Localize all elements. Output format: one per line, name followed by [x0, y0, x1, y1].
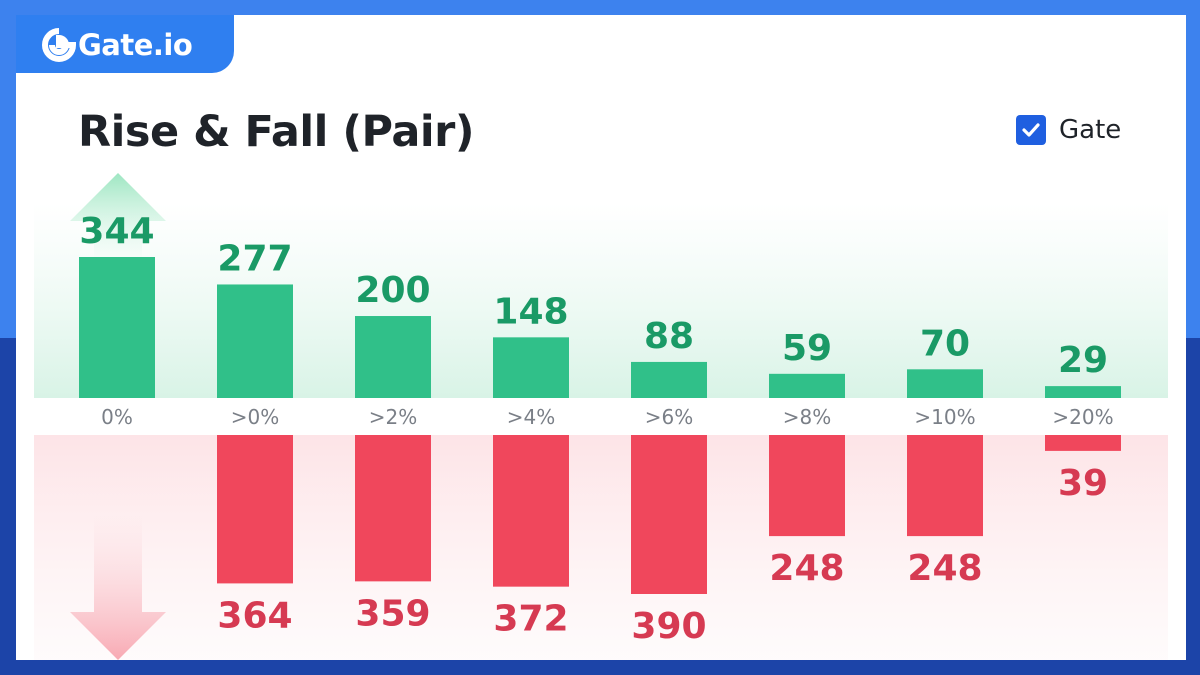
rise-bar [493, 337, 569, 398]
fall-bar [1045, 435, 1121, 451]
fall-value-label: 372 [493, 599, 568, 640]
legend-checkbox[interactable] [1016, 115, 1046, 145]
rise-value-label: 344 [79, 211, 154, 252]
rise-bar [355, 316, 431, 398]
chart-card: Gate.io Rise & Fall (Pair) Gate [16, 15, 1186, 660]
category-label: >10% [914, 405, 975, 429]
rise-value-label: 59 [782, 328, 832, 369]
chart-title: Rise & Fall (Pair) [78, 107, 475, 157]
legend-label: Gate [1059, 115, 1122, 145]
fall-value-label: 39 [1058, 463, 1108, 504]
fall-bar [769, 435, 845, 537]
up-arrow-icon [70, 173, 166, 260]
category-label: >8% [783, 405, 832, 429]
category-label: >6% [645, 405, 694, 429]
category-label: >0% [231, 405, 280, 429]
rise-value-label: 70 [920, 323, 970, 364]
rise-bar [1045, 386, 1121, 398]
category-label: >20% [1052, 405, 1113, 429]
rise-bar [217, 284, 293, 398]
fall-value-label: 390 [631, 606, 706, 647]
rise-bar [769, 373, 845, 398]
fall-bar [217, 435, 293, 584]
fall-bar [631, 435, 707, 594]
fall-bar [493, 435, 569, 587]
rise-bar [79, 257, 155, 398]
rise-value-label: 148 [493, 291, 568, 332]
gate-logo-icon [42, 28, 76, 62]
down-arrow-icon [70, 515, 166, 660]
category-label: >2% [369, 405, 418, 429]
fall-value-label: 364 [217, 595, 292, 636]
fall-zone [34, 435, 1168, 660]
legend[interactable]: Gate [1016, 115, 1121, 145]
fall-value-label: 248 [907, 548, 982, 589]
rise-zone [34, 203, 1168, 398]
rise-value-label: 200 [355, 270, 430, 311]
brand-logo[interactable]: Gate.io [42, 25, 193, 65]
rise-bar [631, 361, 707, 398]
rise-bar [907, 369, 983, 398]
fall-value-label: 359 [355, 593, 430, 634]
rise-value-label: 29 [1058, 340, 1108, 381]
chart-area: 344 0% 277 >0% 364 200 >2% 359 148 >4% 372 88 >6% 390… [34, 173, 1168, 660]
rise-value-label: 277 [217, 238, 292, 279]
fall-bar [355, 435, 431, 582]
checkmark-icon [1022, 123, 1040, 137]
category-label: 0% [101, 405, 133, 429]
brand-tab: Gate.io [16, 15, 234, 73]
category-label: >4% [507, 405, 556, 429]
fall-value-label: 248 [769, 548, 844, 589]
rise-value-label: 88 [644, 316, 694, 357]
fall-bar [907, 435, 983, 537]
brand-name: Gate.io [78, 28, 193, 62]
